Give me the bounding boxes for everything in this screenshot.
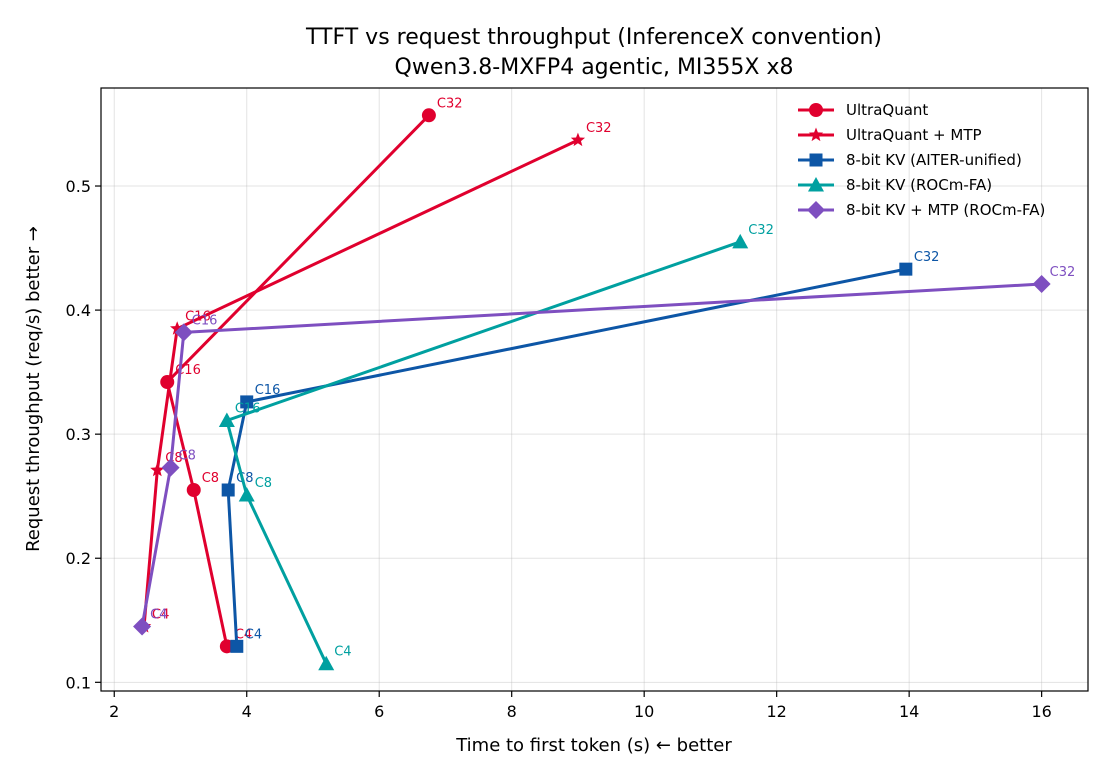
data-point-marker [421, 108, 436, 123]
x-tick-label: 12 [766, 702, 786, 721]
x-tick-label: 16 [1031, 702, 1051, 721]
legend-item: 8-bit KV (ROCm-FA) [798, 176, 992, 194]
data-point-marker [170, 321, 185, 335]
x-tick-label: 14 [899, 702, 919, 721]
data-point-marker [133, 617, 152, 636]
data-point-label: C32 [748, 223, 774, 238]
data-point-marker [186, 483, 201, 497]
data-point-label: C32 [1050, 265, 1076, 280]
x-tick-label: 6 [374, 702, 384, 721]
x-tick-label: 8 [507, 702, 517, 721]
legend-item: 8-bit KV (AITER-unified) [798, 151, 1022, 169]
data-point-marker [732, 233, 749, 249]
x-tick-label: 2 [109, 702, 119, 721]
data-point-label: C4 [152, 607, 169, 622]
data-point-marker [230, 639, 244, 653]
data-point-label: C16 [192, 313, 218, 328]
chart-subtitle: Qwen3.8-MXFP4 agentic, MI355X x8 [395, 55, 794, 80]
data-point-label: C8 [202, 471, 219, 486]
data-point-marker [238, 486, 255, 502]
data-point-label: C16 [255, 383, 281, 398]
legend-label: 8-bit KV (ROCm-FA) [846, 176, 992, 194]
data-point-marker [318, 655, 335, 671]
series-group: C4 C8 C16 C32 [218, 223, 774, 671]
legend-marker [809, 153, 823, 167]
series-line [226, 267, 907, 647]
series-group: C4 C8 C16 C32 [133, 265, 1076, 636]
data-point-marker [899, 262, 913, 276]
data-point-marker [174, 323, 193, 342]
y-tick-label: 0.3 [66, 425, 91, 444]
data-point-marker [160, 375, 175, 390]
x-axis-label: Time to first token (s) ← better [455, 735, 732, 756]
series-group: C4 C8 C16 C32 [136, 121, 612, 633]
series-line [142, 138, 579, 627]
data-point-label: C4 [150, 607, 167, 622]
y-tick-label: 0.5 [66, 177, 91, 196]
data-point-label: C8 [255, 476, 272, 491]
series-line [140, 282, 1042, 627]
y-axis-label: Request throughput (req/s) better → [23, 226, 44, 552]
legend-marker [807, 201, 825, 219]
data-point-marker [240, 395, 254, 409]
series-group: C4 C8 C16 C32 [160, 96, 463, 654]
series-line [165, 114, 430, 647]
data-point-marker [1032, 275, 1051, 294]
x-tick-label: 10 [634, 702, 654, 721]
legend-marker [809, 103, 823, 117]
y-tick-label: 0.4 [66, 301, 91, 320]
legend-label: UltraQuant [846, 101, 928, 119]
data-point-label: C16 [235, 402, 261, 417]
tick-layer: 2 4 6 8 10 12 14 16 0.1 0.2 0.3 0.4 0.5 [66, 177, 1052, 721]
legend-label: 8-bit KV (AITER-unified) [846, 151, 1022, 169]
legend-label: UltraQuant + MTP [846, 126, 982, 144]
data-point-label: C8 [179, 449, 196, 464]
legend-label: 8-bit KV + MTP (ROCm-FA) [846, 201, 1045, 219]
data-point-marker [221, 483, 235, 497]
data-point-label: C32 [586, 121, 612, 136]
data-point-marker [570, 132, 586, 147]
series-layer: C4C8C16C32C4C8C16C32C4C8C16C32C4C8C16C32… [133, 96, 1076, 671]
y-tick-label: 0.2 [66, 549, 91, 568]
data-point-marker [218, 412, 235, 428]
series-group: C4 C8 C16 C32 [221, 250, 940, 653]
legend-item: 8-bit KV + MTP (ROCm-FA) [798, 201, 1045, 219]
data-point-label: C4 [235, 627, 252, 642]
data-point-label: C4 [245, 627, 262, 642]
y-tick-label: 0.1 [66, 673, 91, 692]
plot-frame [100, 87, 1089, 692]
legend-item: UltraQuant [798, 101, 928, 119]
data-point-label: C32 [437, 96, 463, 111]
data-point-label: C16 [185, 310, 211, 325]
data-point-marker [150, 462, 165, 477]
chart-title: TTFT vs request throughput (InferenceX c… [305, 25, 882, 50]
chart-legend: UltraQuant UltraQuant + MTP 8-bit KV (AITE… [798, 101, 1045, 219]
data-point-marker [161, 458, 180, 477]
x-tick-label: 4 [242, 702, 252, 721]
legend-marker [808, 127, 824, 142]
legend-item: UltraQuant + MTP [798, 126, 982, 144]
data-point-label: C32 [914, 250, 940, 265]
data-point-label: C4 [334, 645, 351, 660]
grid-layer [101, 88, 1088, 691]
series-line [225, 240, 741, 665]
legend-marker [808, 177, 824, 192]
